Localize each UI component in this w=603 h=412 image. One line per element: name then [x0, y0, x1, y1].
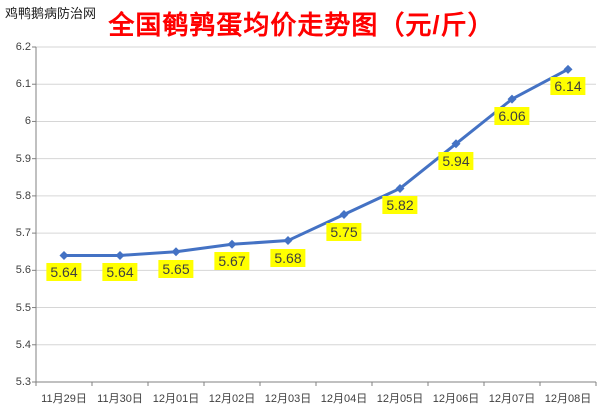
data-point-marker: [115, 250, 125, 260]
data-point-marker: [227, 239, 237, 249]
y-axis-tick-label: 6.1: [15, 78, 31, 91]
data-label: 5.75: [326, 222, 362, 241]
y-axis-tick-label: 5.5: [15, 301, 31, 314]
y-axis-tick-label: 5.3: [15, 376, 31, 388]
x-axis-tick-label: 11月29日: [41, 393, 87, 405]
data-label: 5.67: [214, 252, 250, 271]
x-axis-tick-label: 12月01日: [152, 393, 200, 405]
x-axis-tick-label: 12月07日: [488, 393, 536, 405]
data-label: 6.06: [494, 107, 530, 126]
y-axis-tick-label: 5.4: [15, 338, 31, 351]
data-label: 6.14: [550, 77, 586, 96]
data-point-marker: [59, 250, 69, 260]
y-axis-tick-label: 5.9: [15, 152, 31, 165]
data-label: 5.65: [158, 259, 194, 278]
data-label: 5.64: [46, 263, 82, 282]
data-point-marker: [451, 139, 461, 149]
x-axis-tick-label: 12月04日: [320, 393, 368, 405]
site-watermark: 鸡鸭鹅病防治网: [5, 6, 97, 21]
y-axis-tick-label: 6.2: [15, 41, 31, 53]
data-point-marker: [395, 183, 405, 193]
data-point-marker: [283, 236, 293, 246]
data-point-marker: [171, 247, 181, 257]
data-point-marker: [339, 210, 349, 219]
x-axis-tick-label: 12月08日: [544, 393, 592, 405]
x-axis-tick-label: 11月30日: [97, 393, 143, 405]
y-axis-tick-label: 5.8: [15, 189, 31, 202]
y-axis-tick-label: 6: [24, 115, 31, 128]
data-point-marker: [507, 94, 517, 104]
y-axis-tick-label: 5.6: [15, 264, 31, 277]
price-line: [62, 67, 570, 257]
data-label: 5.68: [270, 248, 306, 267]
x-axis-tick-label: 12月03日: [264, 393, 312, 405]
chart-title: 全国鹌鹑蛋均价走势图（元/斤）: [108, 10, 495, 40]
data-label: 5.82: [382, 196, 418, 215]
data-point-marker: [563, 64, 573, 74]
x-axis-tick-label: 12月05日: [376, 393, 424, 405]
data-label: 5.94: [438, 151, 474, 170]
x-axis-tick-label: 12月02日: [208, 393, 256, 405]
x-axis-tick-label: 12月06日: [432, 393, 480, 405]
y-axis-tick-label: 5.7: [15, 227, 31, 240]
data-label: 5.64: [102, 263, 138, 282]
